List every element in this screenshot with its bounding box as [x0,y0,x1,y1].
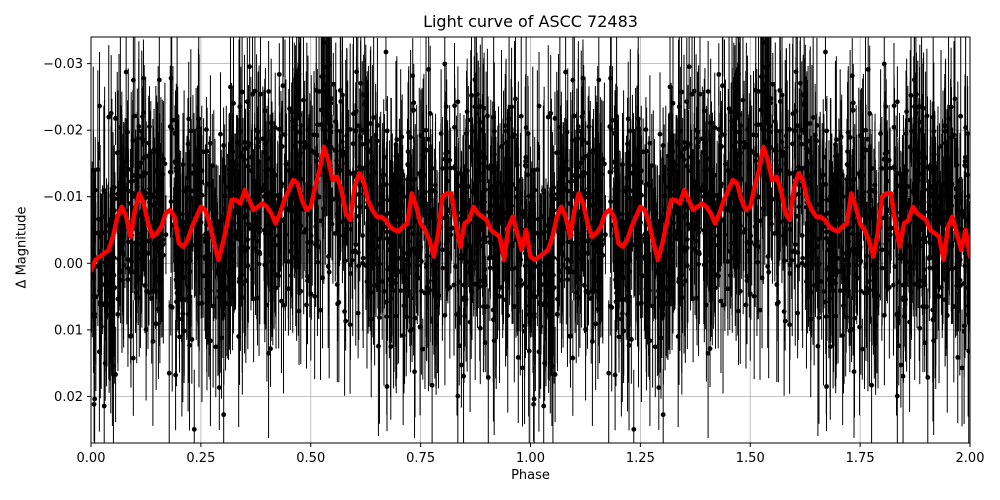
x-ticks: 0.00 0.25 0.50 0.75 1.00 1.25 1.50 1.75 2.00 [77,443,984,466]
y-ticks: −0.03−0.02−0.010.000.010.02 [43,57,91,405]
chart-title: Light curve of ASCC 72483 [423,12,638,31]
model-curve [91,144,970,273]
observation-points [91,37,970,443]
x-axis-label: Phase [511,468,550,483]
